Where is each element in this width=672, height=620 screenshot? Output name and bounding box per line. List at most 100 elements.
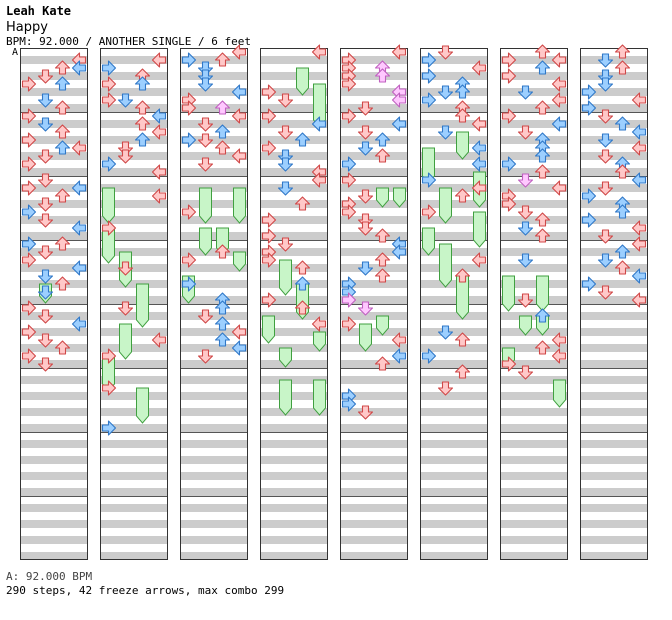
step-arrow-left <box>21 236 37 252</box>
beat-stripe <box>580 472 648 480</box>
step-arrow-up <box>294 300 311 315</box>
beat-stripe <box>20 136 88 144</box>
beat-stripe <box>260 312 328 320</box>
beat-stripe <box>20 376 88 384</box>
beat-stripe <box>340 168 408 176</box>
beat-stripe <box>180 456 248 464</box>
step-arrow-right <box>71 60 87 76</box>
beat-stripe <box>340 152 408 160</box>
beat-stripe <box>420 504 488 512</box>
beat-stripe <box>340 408 408 416</box>
step-arrow-up <box>54 188 71 203</box>
step-arrow-right <box>631 92 647 108</box>
beat-stripe <box>180 216 248 224</box>
step-arrow-right <box>71 220 87 236</box>
beat-stripe <box>420 520 488 528</box>
step-arrow-down <box>37 197 54 212</box>
beat-stripe <box>420 552 488 560</box>
bpm-summary: A: 92.000 BPM <box>6 570 93 583</box>
beat-stripe <box>500 344 568 352</box>
bpm-marker: A <box>12 47 19 58</box>
step-arrow-down <box>597 53 614 68</box>
beat-stripe <box>260 488 328 496</box>
step-arrow-down <box>597 149 614 164</box>
beat-stripe <box>20 504 88 512</box>
step-arrow-down <box>117 141 134 156</box>
step-arrow-down <box>197 117 214 132</box>
freeze-arrow <box>439 243 452 288</box>
beat-stripe <box>180 344 248 352</box>
step-arrow-up <box>534 228 551 243</box>
beat-stripe <box>500 72 568 80</box>
song-title: Happy <box>6 20 48 35</box>
step-arrow-up <box>54 124 71 139</box>
beat-stripe <box>180 360 248 368</box>
freeze-arrow <box>376 315 389 336</box>
beat-stripe <box>500 168 568 176</box>
step-arrow-up <box>374 68 391 83</box>
step-arrow-down <box>37 69 54 84</box>
beat-stripe <box>580 280 648 288</box>
step-arrow-left <box>101 348 117 364</box>
beat-stripe <box>260 232 328 240</box>
beat-stripe <box>20 440 88 448</box>
beat-stripe <box>260 536 328 544</box>
beat-stripe <box>260 88 328 96</box>
beat-stripe <box>580 456 648 464</box>
step-arrow-up <box>534 308 551 323</box>
beat-stripe <box>580 520 648 528</box>
step-arrow-right <box>551 116 567 132</box>
step-arrow-right <box>631 124 647 140</box>
step-arrow-down <box>277 93 294 108</box>
step-arrow-down <box>517 221 534 236</box>
beat-stripe <box>420 152 488 160</box>
step-arrow-right <box>71 180 87 196</box>
step-arrow-left <box>261 292 277 308</box>
beat-stripe <box>580 248 648 256</box>
step-arrow-down <box>357 189 374 204</box>
beat-stripe <box>500 392 568 400</box>
beat-stripe <box>500 488 568 496</box>
beat-stripe <box>20 312 88 320</box>
beat-stripe <box>340 312 408 320</box>
beat-stripe <box>260 104 328 112</box>
step-arrow-up <box>534 148 551 163</box>
beat-stripe <box>100 328 168 336</box>
beat-stripe <box>500 328 568 336</box>
step-arrow-down <box>37 357 54 372</box>
step-arrow-up <box>374 148 391 163</box>
beat-stripe <box>420 184 488 192</box>
step-arrow-down <box>37 333 54 348</box>
freeze-arrow <box>359 323 372 352</box>
beat-stripe <box>500 216 568 224</box>
beat-stripe <box>260 360 328 368</box>
step-arrow-down <box>37 309 54 324</box>
step-arrow-up <box>534 44 551 59</box>
artist-name: Leah Kate <box>6 4 72 18</box>
step-arrow-down <box>437 381 454 396</box>
beat-stripe <box>420 424 488 432</box>
step-arrow-right <box>231 84 247 100</box>
beat-stripe <box>20 104 88 112</box>
beat-stripe <box>500 200 568 208</box>
column-border <box>340 48 408 560</box>
step-arrow-left <box>501 52 517 68</box>
beat-stripe <box>500 296 568 304</box>
step-arrow-right <box>311 116 327 132</box>
step-arrow-down <box>277 181 294 196</box>
beat-stripe <box>180 200 248 208</box>
step-arrow-down <box>197 309 214 324</box>
beat-stripe <box>420 200 488 208</box>
beat-stripe <box>100 104 168 112</box>
step-arrow-left <box>581 100 597 116</box>
beat-stripe <box>340 264 408 272</box>
step-arrow-up <box>54 276 71 291</box>
beat-stripe <box>100 216 168 224</box>
step-arrow-up <box>534 60 551 75</box>
beat-stripe <box>500 232 568 240</box>
beat-stripe <box>20 184 88 192</box>
beat-stripe <box>180 472 248 480</box>
beat-stripe <box>500 184 568 192</box>
step-arrow-right <box>631 140 647 156</box>
beat-stripe <box>420 56 488 64</box>
